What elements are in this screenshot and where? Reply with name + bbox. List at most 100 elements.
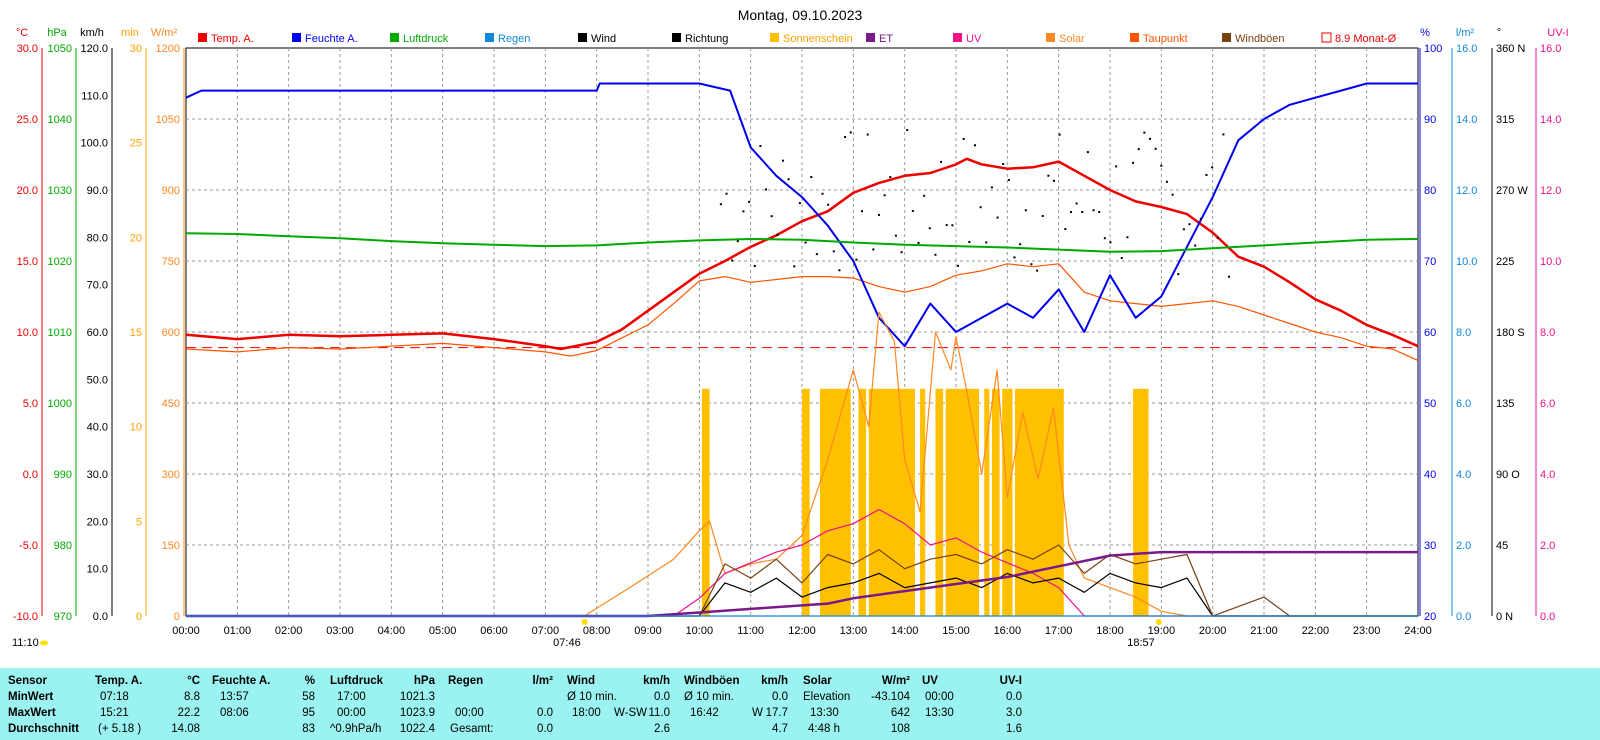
x-tick-label: 01:00 [224, 625, 252, 637]
wind-tick-label: 120.0 [80, 43, 108, 55]
x-tick-label: 02:00 [275, 625, 303, 637]
direction-point [990, 186, 993, 189]
sunshine-duration: 4:48 h [808, 723, 840, 735]
max-humidity-time: 08:06 [220, 707, 249, 719]
sunshine-bar [991, 388, 1000, 616]
header-temp-unit: °C [187, 675, 200, 687]
max-pressure-value: 1023.9 [399, 707, 435, 719]
max-pressure-time: 00:00 [337, 707, 366, 719]
direction-point [821, 192, 824, 195]
wind-tick-label: 110.0 [81, 90, 108, 102]
direction-tick-label: 270 W [1496, 185, 1528, 197]
x-tick-label: 08:00 [583, 625, 611, 637]
direction-point [1092, 209, 1095, 212]
direction-point [1013, 256, 1016, 259]
sunshine-bar [868, 388, 915, 616]
sunshine-tick-label: 0 [136, 611, 142, 623]
direction-point [742, 210, 745, 213]
humidity-tick-label: 20 [1424, 611, 1436, 623]
solar-tick-label: 0 [174, 611, 180, 623]
wind-tick-label: 20.0 [87, 516, 108, 528]
header-gust-unit: km/h [761, 675, 788, 687]
direction-point [1081, 211, 1084, 214]
series-windb-en [186, 544, 1418, 617]
direction-point [1143, 131, 1146, 134]
sunshine-tick-label: 10 [130, 422, 142, 434]
direction-point [849, 131, 852, 134]
chart-title: Montag, 09.10.2023 [738, 7, 863, 23]
sunshine-bar [935, 388, 944, 616]
sunshine-bar [819, 388, 851, 616]
legend-swatch [1321, 32, 1332, 43]
solar-tick-label: 750 [162, 256, 180, 268]
x-tick-label: 16:00 [994, 625, 1022, 637]
direction-point [940, 160, 943, 163]
solar-tick-label: 900 [162, 185, 180, 197]
avg-temp-value: 14.08 [171, 723, 200, 735]
max-temp-value: 22.2 [177, 707, 200, 719]
x-tick-label: 04:00 [378, 625, 406, 637]
uv-unit-label: UV-I [1547, 27, 1568, 39]
header-rain: Regen [448, 675, 484, 687]
direction-point [1098, 210, 1101, 213]
wind-unit-label: km/h [80, 27, 104, 39]
legend-label: UV [966, 33, 982, 45]
sunshine-bar [802, 388, 810, 616]
direction-point [968, 241, 971, 244]
sunshine-bar [1133, 388, 1149, 616]
direction-tick-label: 135 [1496, 398, 1514, 410]
direction-point [776, 234, 779, 237]
temp-tick-label: -5.0 [19, 540, 38, 552]
rain-tick-label: 12.0 [1456, 185, 1477, 197]
statistics-table: Sensor Temp. A. °C Feuchte A. % Luftdruc… [0, 668, 1600, 740]
direction-point [1115, 165, 1118, 168]
grid [185, 47, 1419, 617]
uv-tick-label: 14.0 [1540, 114, 1561, 126]
uv-tick-label: 16.0 [1540, 43, 1561, 55]
wind-tick-label: 10.0 [87, 564, 108, 576]
legend-swatch [866, 33, 875, 42]
direction-point [906, 129, 909, 132]
uv-tick-label: 0.0 [1540, 611, 1555, 623]
direction-point [1126, 236, 1129, 239]
x-tick-label: 17:00 [1045, 625, 1073, 637]
temp-tick-label: 0.0 [23, 469, 38, 481]
min-humidity-value: 58 [302, 691, 315, 703]
direction-point [1053, 179, 1056, 182]
direction-point [934, 253, 937, 256]
temp-tick-label: 20.0 [17, 185, 38, 197]
direction-point [844, 136, 847, 139]
direction-point [748, 200, 751, 203]
avg-gust-value: 4.7 [772, 723, 788, 735]
sunshine-tick-label: 15 [130, 327, 142, 339]
pressure-tick-label: 1050 [48, 43, 72, 55]
direction-point [917, 241, 920, 244]
axes: 00:00 01:00 02:00 03:00 04:00 05:00 06:00 07:00… [12, 27, 1569, 649]
humidity-tick-label: 30 [1424, 540, 1436, 552]
direction-point [928, 227, 931, 230]
min-gust-value: 0.0 [772, 691, 788, 703]
temp-tick-label: 15.0 [17, 256, 38, 268]
row-min-label: MinWert [8, 691, 54, 703]
wind-tick-label: 0.0 [93, 611, 108, 623]
pressure-tick-label: 1020 [48, 256, 72, 268]
rain-tick-label: 6.0 [1456, 398, 1471, 410]
daylength-label: 11:10 [12, 637, 39, 649]
pressure-tick-label: 1010 [48, 327, 72, 339]
header-wind-unit: km/h [643, 675, 670, 687]
legend-swatch [1130, 33, 1139, 42]
direction-point [894, 234, 897, 237]
min-uv-value: 0.0 [1006, 691, 1022, 703]
legend-swatch [672, 33, 681, 42]
wind-tick-label: 90.0 [87, 185, 108, 197]
direction-point [1132, 161, 1135, 164]
rain-tick-label: 10.0 [1456, 256, 1477, 268]
direction-point [1222, 133, 1225, 136]
direction-point [962, 137, 965, 140]
min-gust-label: Ø 10 min. [684, 691, 734, 703]
direction-tick-label: 360 N [1496, 43, 1525, 55]
min-solar-value: -43.104 [870, 691, 910, 703]
sunset-label: 18:57 [1127, 637, 1155, 649]
series-et [186, 550, 1418, 618]
legend: Temp. A. Feuchte A. Luftdruck Regen Wind Rich… [198, 32, 1397, 45]
